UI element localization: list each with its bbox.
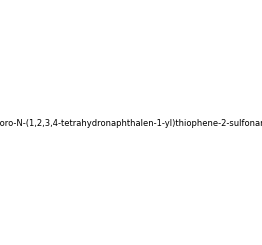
Text: 5-chloro-N-(1,2,3,4-tetrahydronaphthalen-1-yl)thiophene-2-sulfonamide: 5-chloro-N-(1,2,3,4-tetrahydronaphthalen… <box>0 119 262 127</box>
